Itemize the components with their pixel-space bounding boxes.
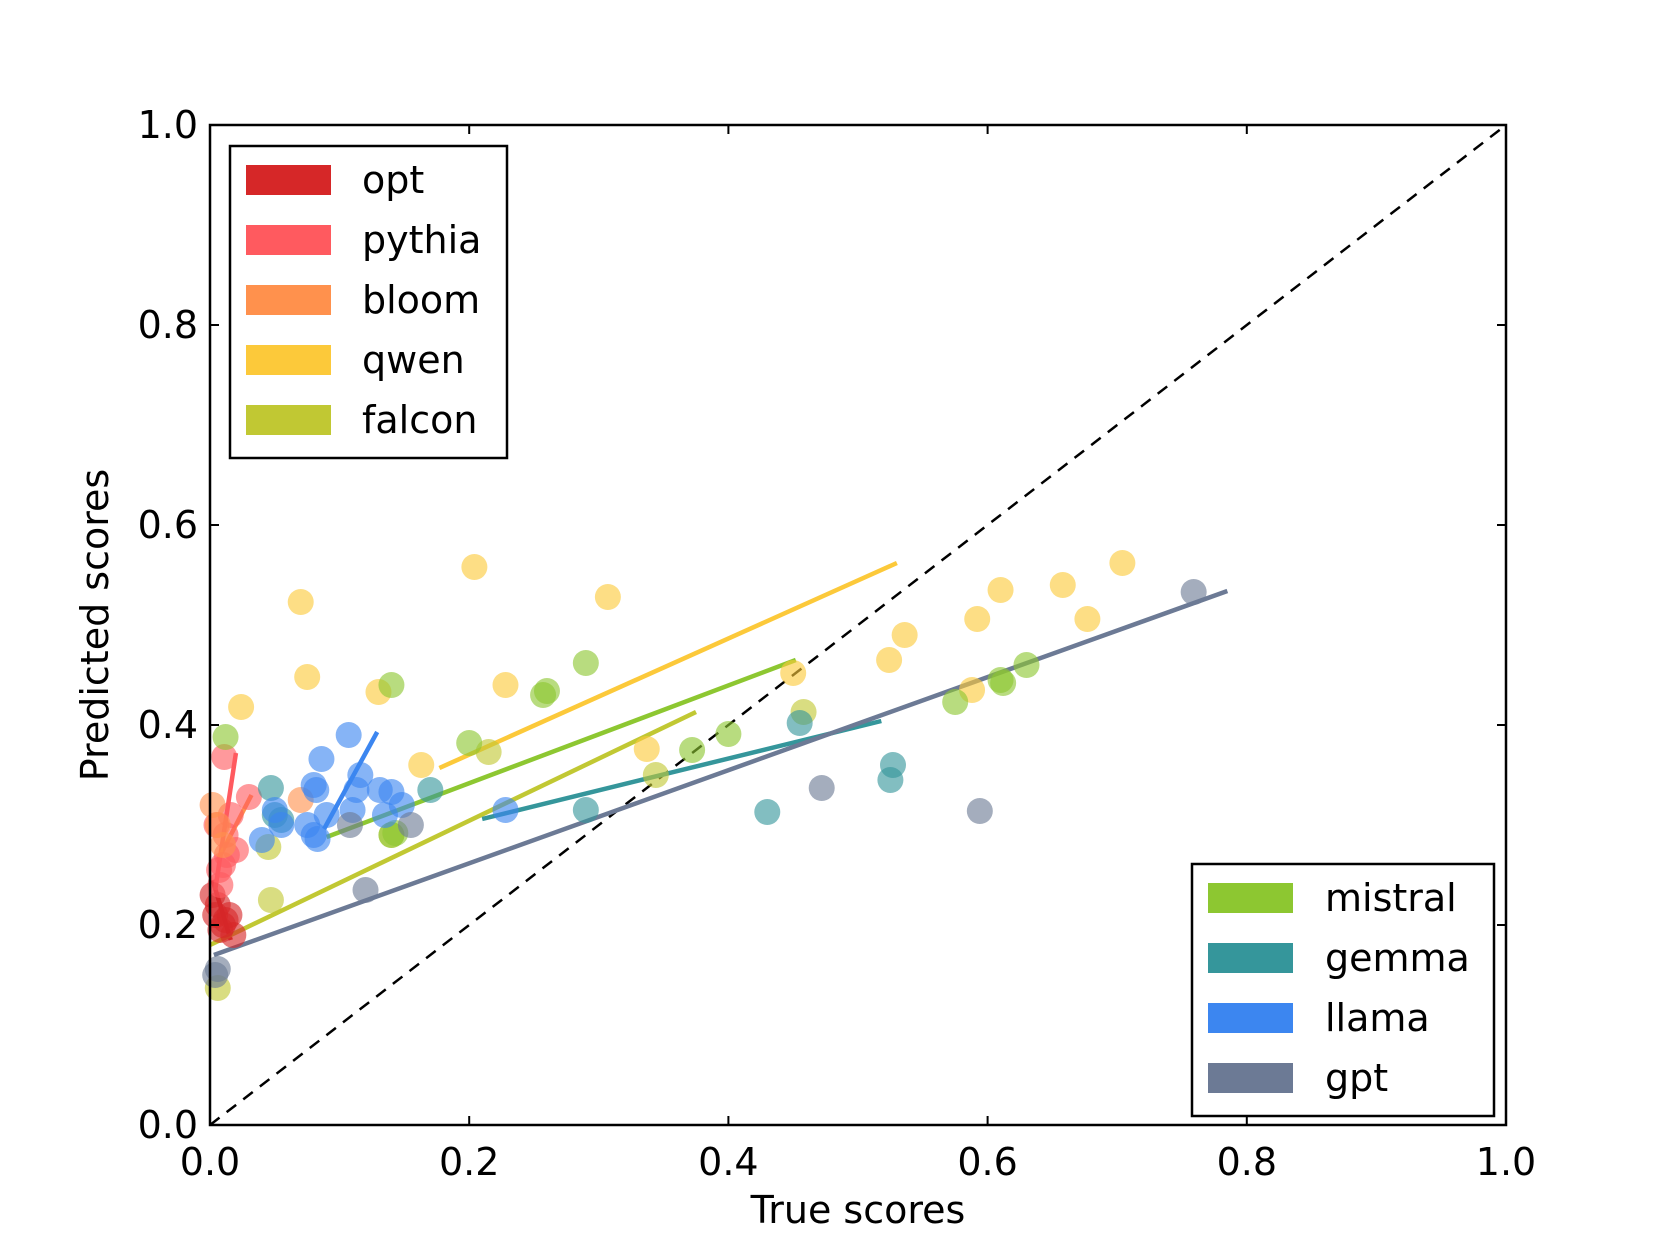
gemma-point-6 [754,799,781,825]
mistral-point-2 [378,672,405,698]
gemma-point-4 [417,777,444,803]
qwen-point-9 [633,736,660,762]
y-tick-label-0.0: 0.0 [138,1103,198,1147]
legend-label-gemma: gemma [1325,936,1470,980]
mistral-point-14 [1013,652,1040,678]
plot-area-frame [208,123,1508,1127]
falcon-point-6 [642,762,669,788]
qwen-fit-line [438,560,898,771]
mistral-point-8 [715,721,742,747]
pythia-point-10 [206,857,233,883]
llama-point-15 [268,812,295,838]
y-tick-label-0.2: 0.2 [138,903,198,947]
gpt-point-7 [808,775,835,801]
bloom-point-2 [199,792,226,818]
y-tick-label-0.4: 0.4 [138,703,198,747]
x-tick-label-0.6: 0.6 [957,1140,1017,1184]
x-axis-label: True scores [750,1188,966,1232]
qwen-point-11 [876,647,903,673]
mistral-point-11 [942,689,969,715]
mistral-point-1 [212,724,239,750]
legend-label-gpt: gpt [1325,1056,1388,1100]
x-tick-label-0.2: 0.2 [439,1140,499,1184]
legend-label-mistral: mistral [1325,876,1457,920]
gemma-point-5 [572,797,599,823]
gpt-point-3 [202,962,229,988]
x-tick-label-0.0: 0.0 [180,1140,240,1184]
gpt-point-5 [336,812,363,838]
legend-swatch-falcon [246,405,331,435]
legend-swatch-pythia [246,225,331,255]
legend-label-qwen: qwen [362,338,465,382]
mistral-point-6 [572,650,599,676]
pythia-point-1 [211,744,238,770]
y-tick-label-1.0: 1.0 [138,103,198,147]
legend-swatch-mistral [1208,883,1293,913]
qwen-point-8 [408,752,435,778]
gpt-fit-line [213,588,1229,958]
qwen-point-10 [780,660,807,686]
legend-swatch-gpt [1208,1063,1293,1093]
qwen-point-18 [1109,550,1136,576]
qwen-point-1 [461,554,488,580]
qwen-point-17 [1074,606,1101,632]
y-tick-label-0.6: 0.6 [138,503,198,547]
x-tick-label-1.0: 1.0 [1476,1140,1536,1184]
gemma-point-7 [786,710,813,736]
x-tick-label-0.8: 0.8 [1217,1140,1277,1184]
gpt-point-8 [966,798,993,824]
qwen-point-7 [492,672,519,698]
falcon-point-2 [257,887,284,913]
falcon-point-5 [475,739,502,765]
qwen-point-2 [594,584,621,610]
legend-label-llama: llama [1325,996,1430,1040]
legend-swatch-qwen [246,345,331,375]
legend-label-opt: opt [362,158,424,202]
gpt-point-6 [397,812,424,838]
llama-point-1 [335,722,362,748]
llama-point-16 [248,827,275,853]
qwen-point-5 [228,694,255,720]
legend-swatch-opt [246,165,331,195]
legend-label-falcon: falcon [362,398,477,442]
pythia-point-2 [235,784,262,810]
y-axis-label: Predicted scores [73,469,117,781]
opt-point-7 [204,892,231,918]
qwen-point-4 [294,664,321,690]
gpt-point-1 [1180,579,1207,605]
llama-point-2 [308,746,335,772]
llama-point-19 [492,797,519,823]
y-tick-label-0.8: 0.8 [138,303,198,347]
qwen-point-14 [964,606,991,632]
legend-swatch-gemma [1208,943,1293,973]
falcon-fit-line [209,709,697,948]
mistral-point-3 [456,730,483,756]
gemma-point-9 [879,752,906,778]
mistral-point-13 [990,670,1017,696]
opt-point-8 [209,912,236,938]
llama-point-5 [303,777,330,803]
llama-point-6 [313,802,340,828]
gpt-point-4 [352,877,379,903]
bloom-point-4 [209,832,236,858]
gemma-point-1 [257,775,284,801]
legend-swatch-bloom [246,285,331,315]
llama-point-13 [304,826,331,852]
legend-swatch-llama [1208,1003,1293,1033]
legend-label-bloom: bloom [362,278,480,322]
llama-point-18 [371,802,398,828]
mistral-point-7 [679,737,706,763]
qwen-point-16 [1049,572,1076,598]
qwen-point-12 [891,622,918,648]
bloom-point-3 [204,812,231,838]
mistral-point-5 [533,678,560,704]
qwen-point-3 [287,589,314,615]
qwen-point-15 [987,577,1014,603]
x-tick-label-0.4: 0.4 [698,1140,758,1184]
llama-point-7 [343,777,370,803]
legend-label-pythia: pythia [362,218,481,262]
